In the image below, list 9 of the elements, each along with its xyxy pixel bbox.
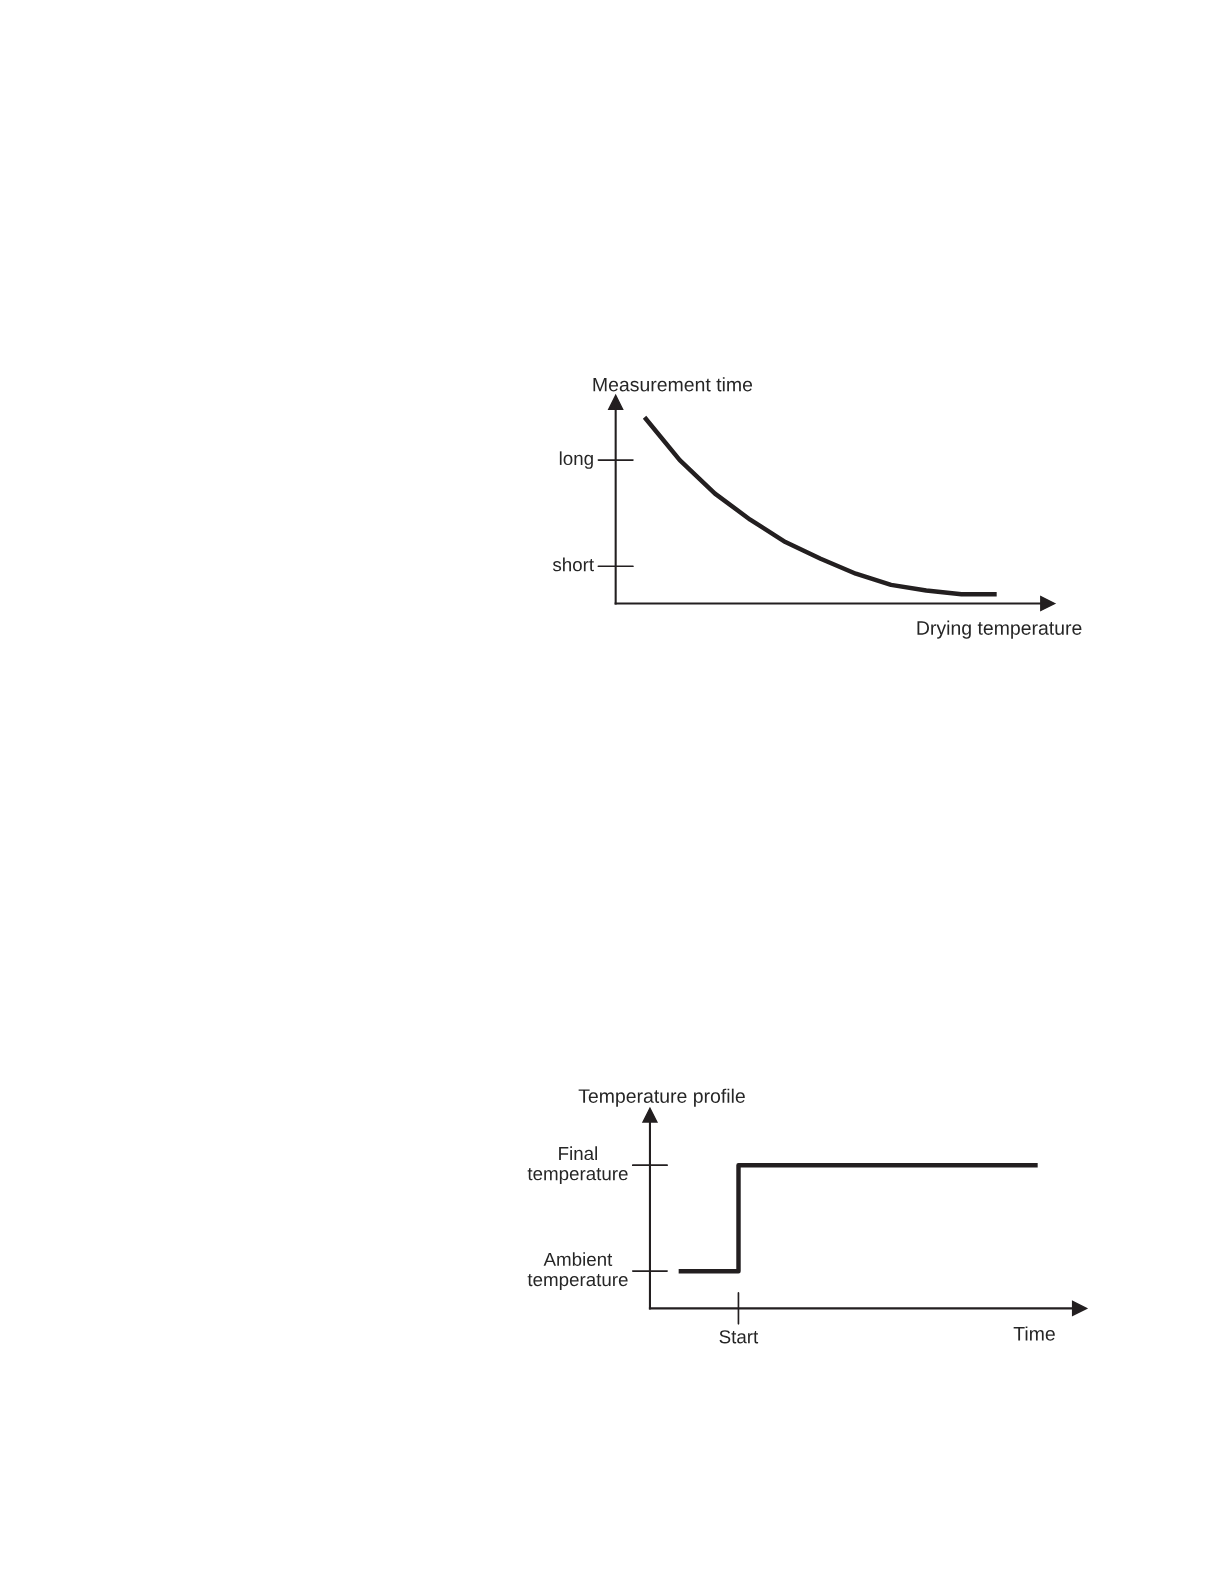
text: Final temperature <box>527 1146 628 1185</box>
y-axis-title: Temperature profile <box>578 1088 745 1107</box>
text: Ambient temperature <box>527 1252 628 1290</box>
x-axis-title: Drying temperature <box>917 620 1082 639</box>
text: Start <box>719 1330 759 1344</box>
text: long <box>559 451 593 469</box>
y-axis-title: Measurement time <box>593 377 753 392</box>
x-axis-title: Time <box>1013 1326 1055 1341</box>
text: short <box>552 557 594 572</box>
